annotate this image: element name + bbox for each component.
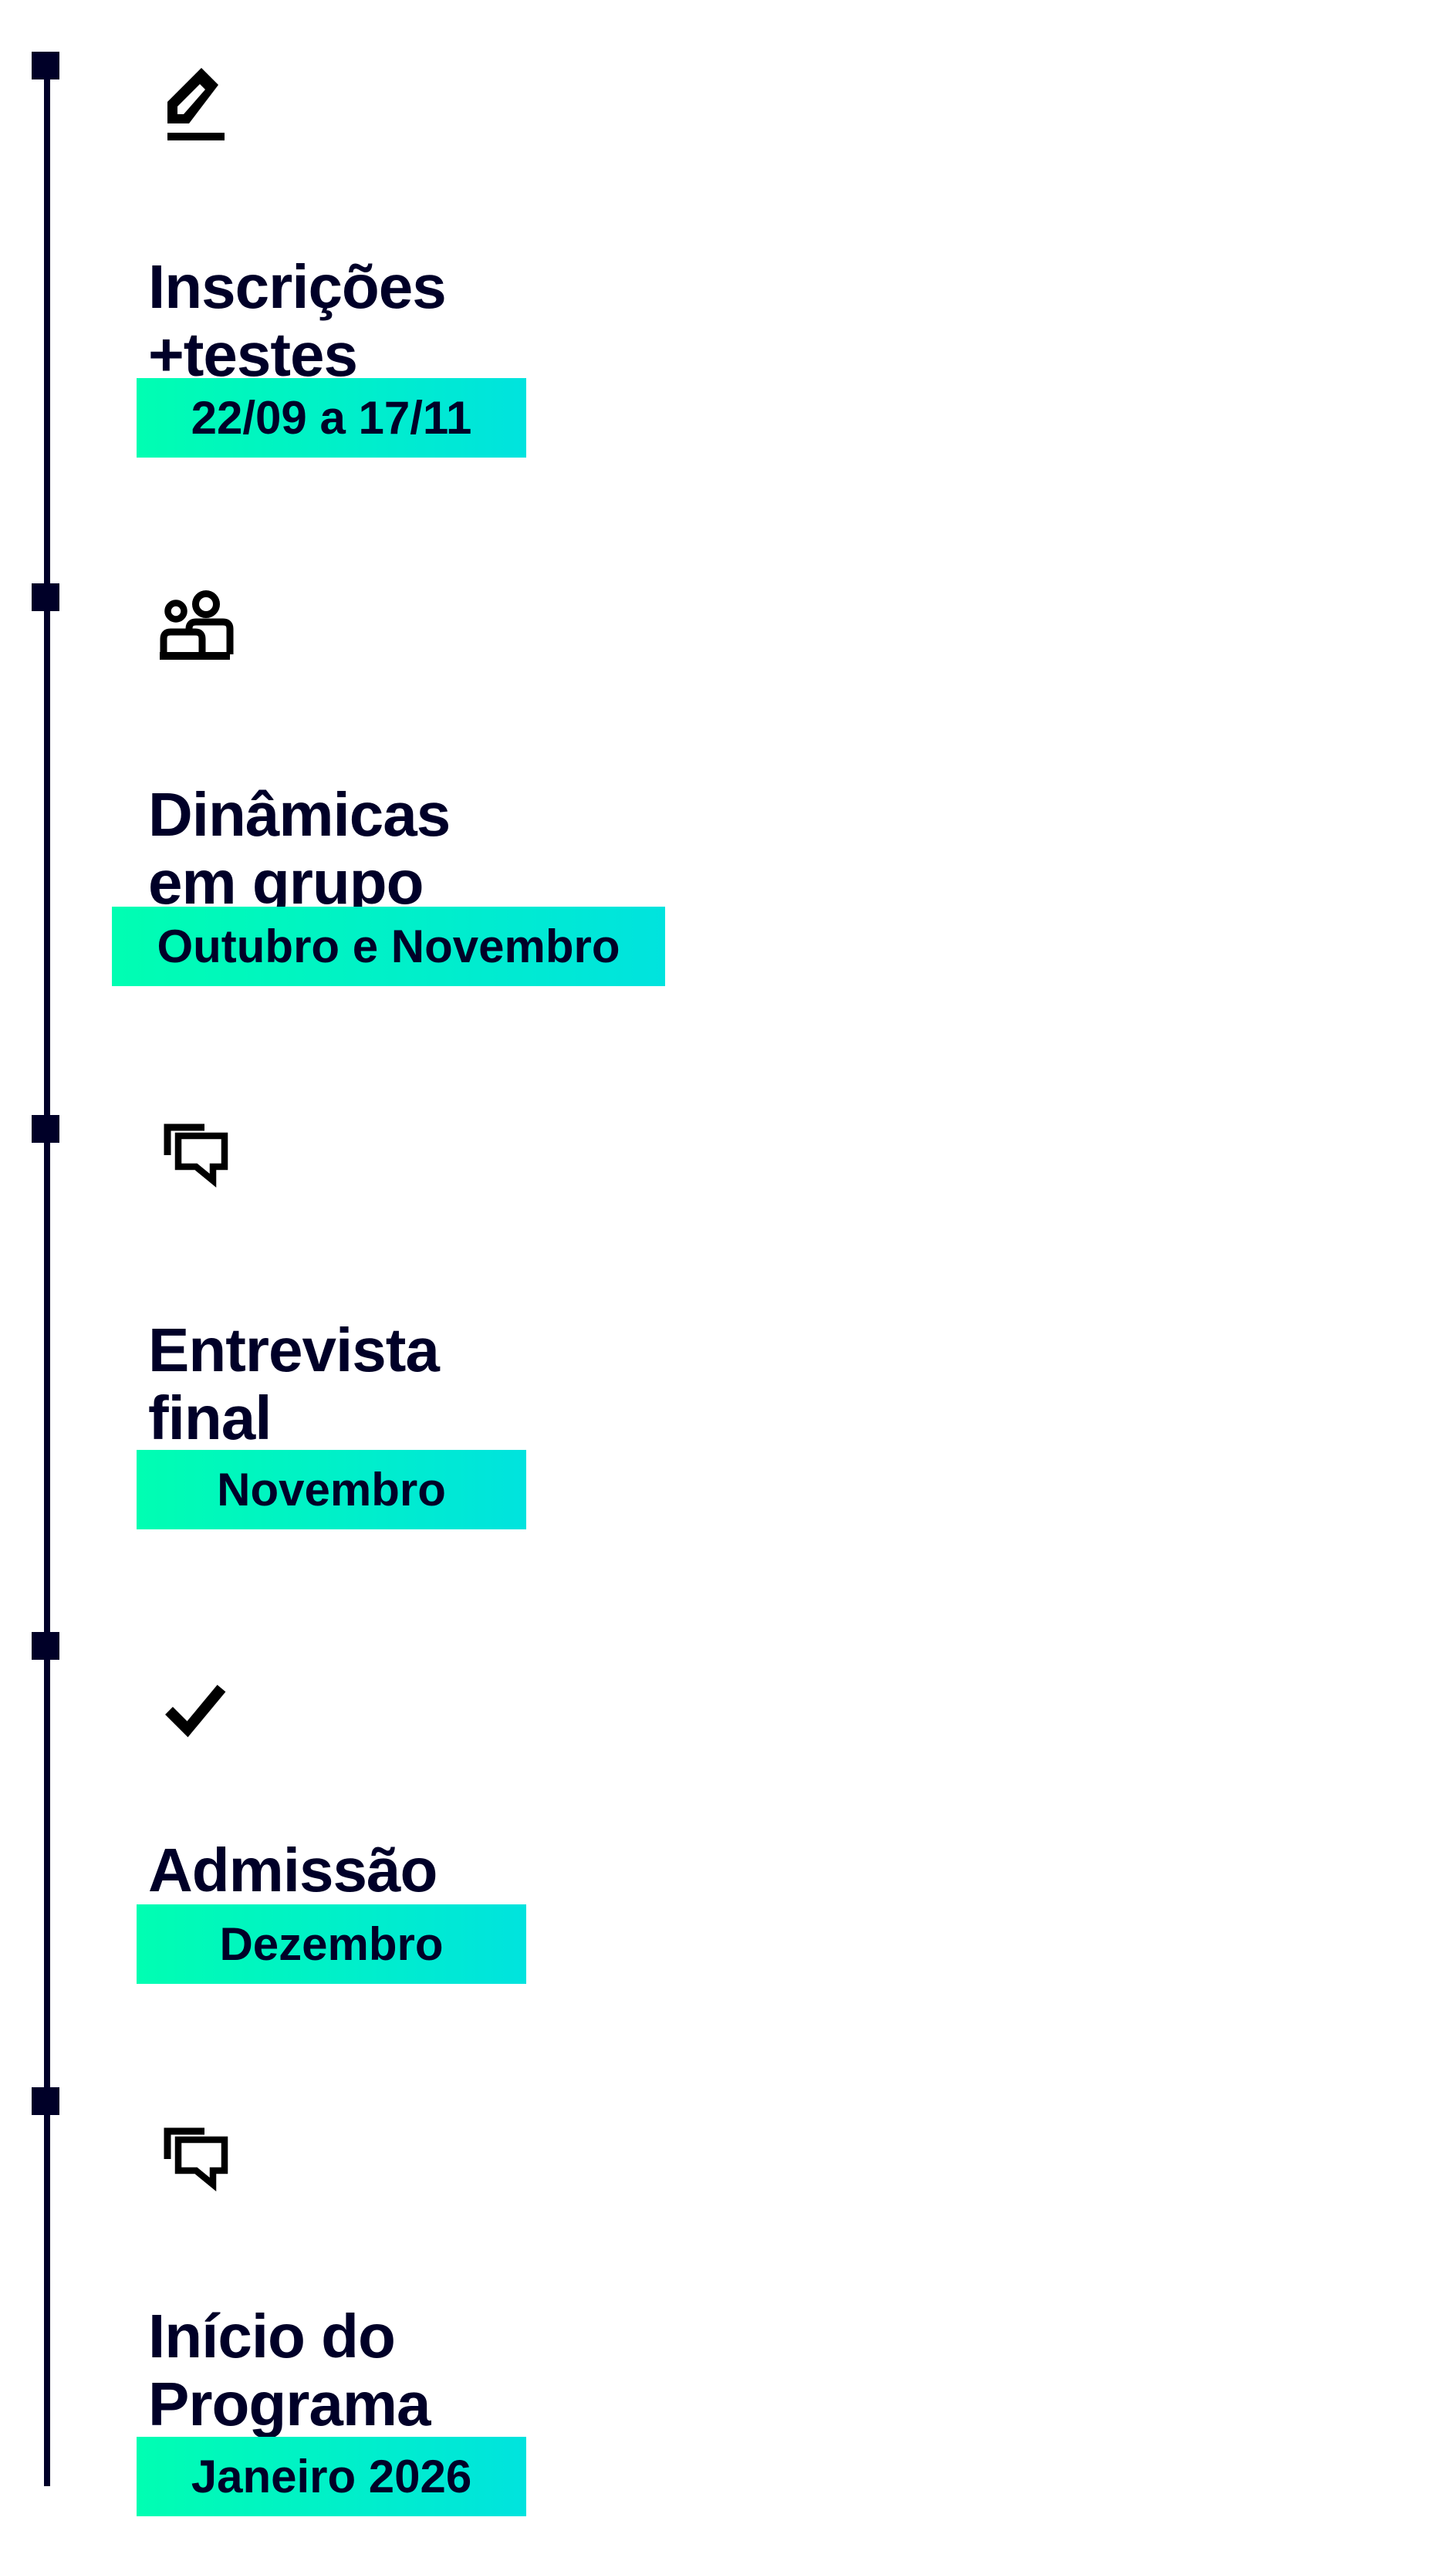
timeline-node [32, 1632, 59, 1660]
stage-title-line2: +testes [148, 320, 358, 390]
stage-title: Início do Programa [148, 2303, 997, 2438]
chat-icon [164, 2127, 228, 2191]
stage-title: Admissão [148, 1836, 997, 1904]
date-badge: Dezembro [137, 1904, 526, 1984]
check-icon [165, 1684, 226, 1738]
timeline-node [32, 583, 59, 611]
date-badge: Janeiro 2026 [137, 2437, 526, 2516]
timeline-line [44, 66, 50, 2486]
stage-title: Entrevista final [148, 1316, 997, 1452]
date-badge: 22/09 a 17/11 [137, 378, 526, 458]
stage-title: Dinâmicas em grupo [148, 781, 997, 917]
stage-title-line2: em grupo [148, 848, 424, 917]
timeline-node [32, 52, 59, 79]
chat-icon [164, 1123, 228, 1188]
stage-title-line2: Programa [148, 2370, 431, 2439]
stage-title-line1: Inscrições [148, 252, 447, 322]
timeline-node [32, 2087, 59, 2115]
stage-title-line1: Entrevista [148, 1316, 440, 1385]
stage-title-line2: final [148, 1384, 272, 1453]
stage-title-line1: Início do [148, 2302, 396, 2371]
date-badge: Novembro [137, 1450, 526, 1529]
people-icon [160, 590, 234, 660]
date-badge: Outubro e Novembro [112, 907, 665, 986]
pencil-icon [167, 68, 225, 140]
timeline-node [32, 1115, 59, 1143]
stage-title: Inscrições +testes [148, 253, 997, 389]
stage-title-line1: Dinâmicas [148, 780, 451, 850]
stage-title-line1: Admissão [148, 1836, 437, 1905]
